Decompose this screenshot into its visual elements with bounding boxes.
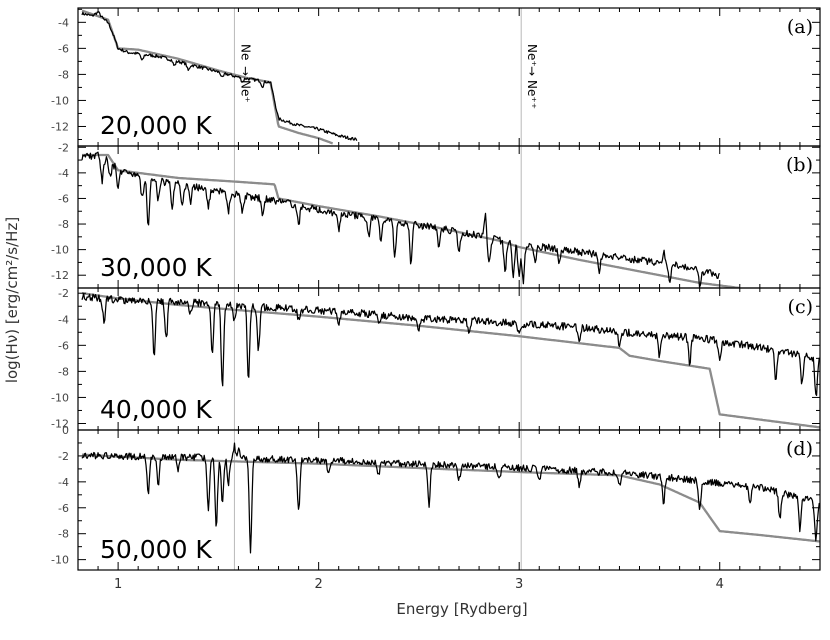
- y-tick-label: -10: [51, 391, 69, 404]
- panel-d-plot-area: [81, 442, 820, 554]
- grey-series-line: [81, 9, 334, 145]
- ion-from: Ne⁺: [525, 44, 539, 67]
- y-tick-label: -12: [51, 269, 69, 282]
- y-tick-label: -4: [58, 476, 69, 489]
- ionization-label-1: Ne → Ne⁺: [238, 44, 252, 103]
- x-tick-label: 4: [716, 577, 724, 592]
- y-tick-label: 0: [62, 424, 69, 437]
- ion-from: Ne: [238, 44, 252, 60]
- y-tick-label: -6: [58, 339, 69, 352]
- panel-b-plot-area: [81, 151, 741, 288]
- x-tick-label: 1: [114, 577, 122, 592]
- black-series-line: [81, 442, 820, 554]
- panels-group: -12 -10 -8 -6 -4 (a) 20,000 K -12 -10 -8 -6 -4 -2 (b)…: [51, 7, 821, 571]
- panel-b: -12 -10 -8 -6 -4 -2 (b) 30,000 K: [51, 141, 821, 289]
- temperature-label: 40,000 K: [100, 395, 212, 424]
- panel-d: -10 -8 -6 -4 -2 0 (d) 50,000 K: [51, 424, 821, 571]
- panel-a: -12 -10 -8 -6 -4 (a) 20,000 K: [51, 7, 821, 147]
- ionization-label-2: Ne⁺→ Ne⁺⁺: [525, 44, 539, 109]
- y-tick-label: -8: [58, 68, 69, 81]
- y-tick-label: -2: [58, 450, 69, 463]
- y-tick-label: -6: [58, 42, 69, 55]
- panel-c-plot-area: [81, 292, 820, 429]
- ion-to: Ne⁺: [238, 80, 252, 103]
- ion-arrow: →: [525, 66, 539, 76]
- y-tick-label: -4: [58, 167, 69, 180]
- grey-series-line: [81, 153, 741, 288]
- y-tick-label: -10: [51, 244, 69, 257]
- y-tick-label: -12: [51, 120, 69, 133]
- temperature-label: 50,000 K: [100, 535, 212, 564]
- ion-arrow: →: [238, 66, 252, 76]
- y-tick-label: -4: [58, 16, 69, 29]
- temperature-label: 20,000 K: [100, 111, 212, 140]
- panel-d-frame: [77, 429, 821, 571]
- y-tick-label: -8: [58, 528, 69, 541]
- black-series-line: [81, 11, 358, 141]
- black-series-line: [81, 151, 720, 288]
- grey-series-line: [81, 453, 820, 543]
- panel-tag: (c): [788, 296, 813, 318]
- y-tick-label: -10: [51, 94, 69, 107]
- x-tick-label: 3: [515, 577, 523, 592]
- y-tick-label: -4: [58, 313, 69, 326]
- ion-to: Ne⁺⁺: [525, 80, 539, 109]
- x-tick-label: 2: [315, 577, 323, 592]
- y-tick-label: -6: [58, 502, 69, 515]
- panel-tag: (b): [786, 154, 813, 176]
- panel-a-plot-area: [81, 9, 358, 145]
- panel-tag: (a): [787, 16, 813, 38]
- y-tick-label: -8: [58, 365, 69, 378]
- panel-c: -12 -10 -8 -6 -4 -2 (c) 40,000 K: [51, 287, 821, 431]
- y-tick-label: -6: [58, 192, 69, 205]
- grey-series-line: [81, 292, 820, 429]
- y-tick-label: -2: [58, 287, 69, 300]
- y-axis-label: log(Hν) [erg/cm²/s/Hz]: [3, 217, 21, 383]
- y-tick-label: -8: [58, 218, 69, 231]
- panel-tag: (d): [786, 438, 813, 460]
- y-tick-label: -2: [58, 141, 69, 154]
- x-axis-label: Energy [Rydberg]: [396, 600, 527, 618]
- temperature-label: 30,000 K: [100, 253, 212, 282]
- y-tick-label: -10: [51, 554, 69, 567]
- x-axis: 1 2 3 4: [114, 577, 724, 592]
- black-series-line: [81, 292, 820, 397]
- y-tick-label: -12: [51, 417, 69, 430]
